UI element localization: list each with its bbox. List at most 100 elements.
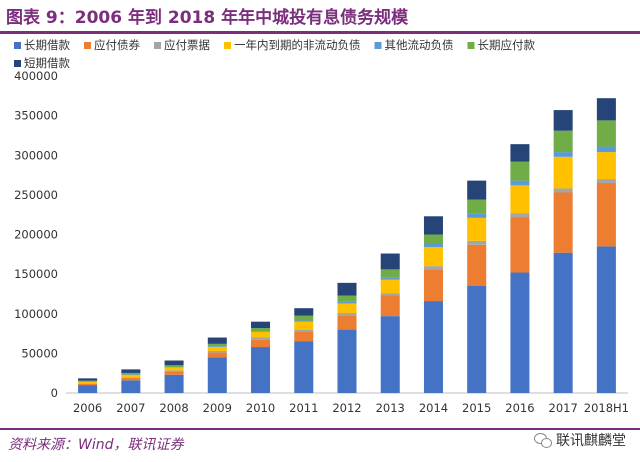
bar-segment xyxy=(207,343,227,347)
legend-label: 长期借款 xyxy=(24,38,70,52)
source-divider xyxy=(0,428,640,430)
legend-swatch xyxy=(467,42,475,49)
bar-segment xyxy=(596,120,616,147)
bar-segment xyxy=(553,192,573,253)
bar-segment xyxy=(294,320,314,322)
bar-segment xyxy=(423,216,443,235)
bar-segment xyxy=(121,374,141,378)
x-tick-label: 2010 xyxy=(246,401,275,415)
bar-segment xyxy=(553,152,573,157)
bar-segment xyxy=(510,272,530,393)
bar-segment xyxy=(337,315,357,330)
x-tick-label: 2012 xyxy=(332,401,361,415)
title-bar: 图表 9：2006 年到 2018 年年中城投有息债务规模 xyxy=(0,0,640,30)
bar-segment xyxy=(380,295,400,317)
bar-segment xyxy=(423,234,443,245)
bar-segment xyxy=(78,378,98,381)
legend-swatch xyxy=(14,42,21,49)
x-tick-label: 2007 xyxy=(116,401,145,415)
bar-segment xyxy=(164,365,184,368)
legend-swatch xyxy=(224,42,231,49)
bar-segment xyxy=(553,130,573,153)
bar-segment xyxy=(467,286,487,393)
bar-segment xyxy=(164,374,184,393)
x-tick-label: 2016 xyxy=(505,401,534,415)
bar-segment xyxy=(294,321,314,330)
bar-segment xyxy=(207,346,227,348)
bar-segment xyxy=(164,371,184,375)
bar-segment xyxy=(251,321,271,329)
bar-segment xyxy=(596,179,616,183)
bar-segment xyxy=(380,253,400,270)
legend-label: 短期借款 xyxy=(24,56,70,70)
bar-segment xyxy=(251,331,271,338)
bar-segment xyxy=(337,329,357,393)
y-tick-label: 300000 xyxy=(14,148,58,162)
bar-segment xyxy=(510,185,530,214)
title-divider xyxy=(0,31,640,34)
bar-segment xyxy=(251,339,271,348)
bar-segment xyxy=(121,380,141,393)
x-tick-label: 2015 xyxy=(462,401,491,415)
bar-segment xyxy=(121,372,141,375)
watermark-text: 联讯麒麟堂 xyxy=(556,433,626,449)
x-tick-label: 2006 xyxy=(73,401,102,415)
y-tick-label: 0 xyxy=(51,386,58,400)
bar-segment xyxy=(553,110,573,131)
bar-segment xyxy=(164,367,184,371)
x-tick-label: 2008 xyxy=(159,401,188,415)
watermark: 联讯麒麟堂 xyxy=(534,430,626,450)
bar-segment xyxy=(423,269,443,302)
bar-segment xyxy=(207,352,227,358)
bar-segment xyxy=(337,312,357,316)
bar-segment xyxy=(121,377,141,381)
legend-swatch xyxy=(374,42,382,49)
bar-segment xyxy=(337,295,357,302)
y-tick-label: 250000 xyxy=(14,188,58,202)
bar-segment xyxy=(78,380,98,382)
y-tick-label: 100000 xyxy=(14,307,58,321)
bar-segment xyxy=(294,341,314,393)
bar-segment xyxy=(121,377,141,378)
bar-segment xyxy=(467,217,487,241)
legend-label: 长期应付款 xyxy=(478,38,536,52)
bar-segment xyxy=(207,350,227,353)
bar-segment xyxy=(251,347,271,393)
bar-segment xyxy=(337,303,357,313)
legend-swatch xyxy=(84,42,91,49)
bar-segment xyxy=(423,247,443,267)
bar-segment xyxy=(380,316,400,393)
bar-segment xyxy=(510,180,530,186)
bar-segment xyxy=(294,331,314,342)
x-tick-label: 2014 xyxy=(419,401,448,415)
bar-segment xyxy=(78,381,98,384)
bar-segment xyxy=(380,277,400,280)
bar-segment xyxy=(596,98,616,121)
bar-segment xyxy=(467,199,487,214)
bar-segment xyxy=(467,180,487,200)
bar-segment xyxy=(553,188,573,193)
bar-segment xyxy=(78,383,98,386)
y-tick-label: 350000 xyxy=(14,109,58,123)
bar-segment xyxy=(207,337,227,344)
bar-segment xyxy=(467,213,487,218)
bar-segment xyxy=(510,217,530,273)
legend-label: 其他流动负债 xyxy=(385,38,454,52)
bar-segment xyxy=(294,315,314,321)
bar-segment xyxy=(423,301,443,393)
x-tick-label: 2011 xyxy=(289,401,318,415)
bar-segment xyxy=(78,385,98,393)
bar-segment xyxy=(251,328,271,332)
y-tick-label: 50000 xyxy=(21,346,58,360)
bar-segment xyxy=(164,360,184,366)
figure-title: 图表 9：2006 年到 2018 年年中城投有息债务规模 xyxy=(6,8,409,28)
bar-segment xyxy=(121,369,141,373)
x-tick-label: 2009 xyxy=(203,401,232,415)
legend-swatch xyxy=(14,60,21,67)
bar-segment xyxy=(380,293,400,296)
bar-segment xyxy=(380,279,400,294)
y-tick-label: 400000 xyxy=(14,69,58,83)
bar-segment xyxy=(596,152,616,180)
x-tick-label: 2018H1 xyxy=(584,401,629,415)
